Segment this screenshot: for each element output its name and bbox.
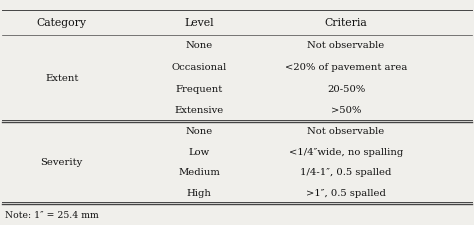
Text: Level: Level — [184, 18, 214, 27]
Text: Extent: Extent — [45, 74, 78, 83]
Text: Severity: Severity — [40, 158, 83, 167]
Text: Category: Category — [36, 18, 87, 27]
Text: 20-50%: 20-50% — [327, 85, 365, 94]
Text: Not observable: Not observable — [308, 41, 384, 50]
Text: 1/4-1″, 0.5 spalled: 1/4-1″, 0.5 spalled — [301, 168, 392, 177]
Text: >1″, 0.5 spalled: >1″, 0.5 spalled — [306, 189, 386, 198]
Text: <20% of pavement area: <20% of pavement area — [285, 63, 407, 72]
Text: Occasional: Occasional — [172, 63, 227, 72]
Text: Low: Low — [189, 148, 210, 157]
Text: Frequent: Frequent — [175, 85, 223, 94]
Text: High: High — [187, 189, 211, 198]
Text: None: None — [185, 127, 213, 136]
Text: None: None — [185, 41, 213, 50]
Text: Medium: Medium — [178, 168, 220, 177]
Text: Note: 1″ = 25.4 mm: Note: 1″ = 25.4 mm — [5, 211, 99, 220]
Text: >50%: >50% — [331, 106, 361, 115]
Text: Criteria: Criteria — [325, 18, 367, 27]
Text: Not observable: Not observable — [308, 127, 384, 136]
Text: <1/4″wide, no spalling: <1/4″wide, no spalling — [289, 148, 403, 157]
Text: Extensive: Extensive — [174, 106, 224, 115]
